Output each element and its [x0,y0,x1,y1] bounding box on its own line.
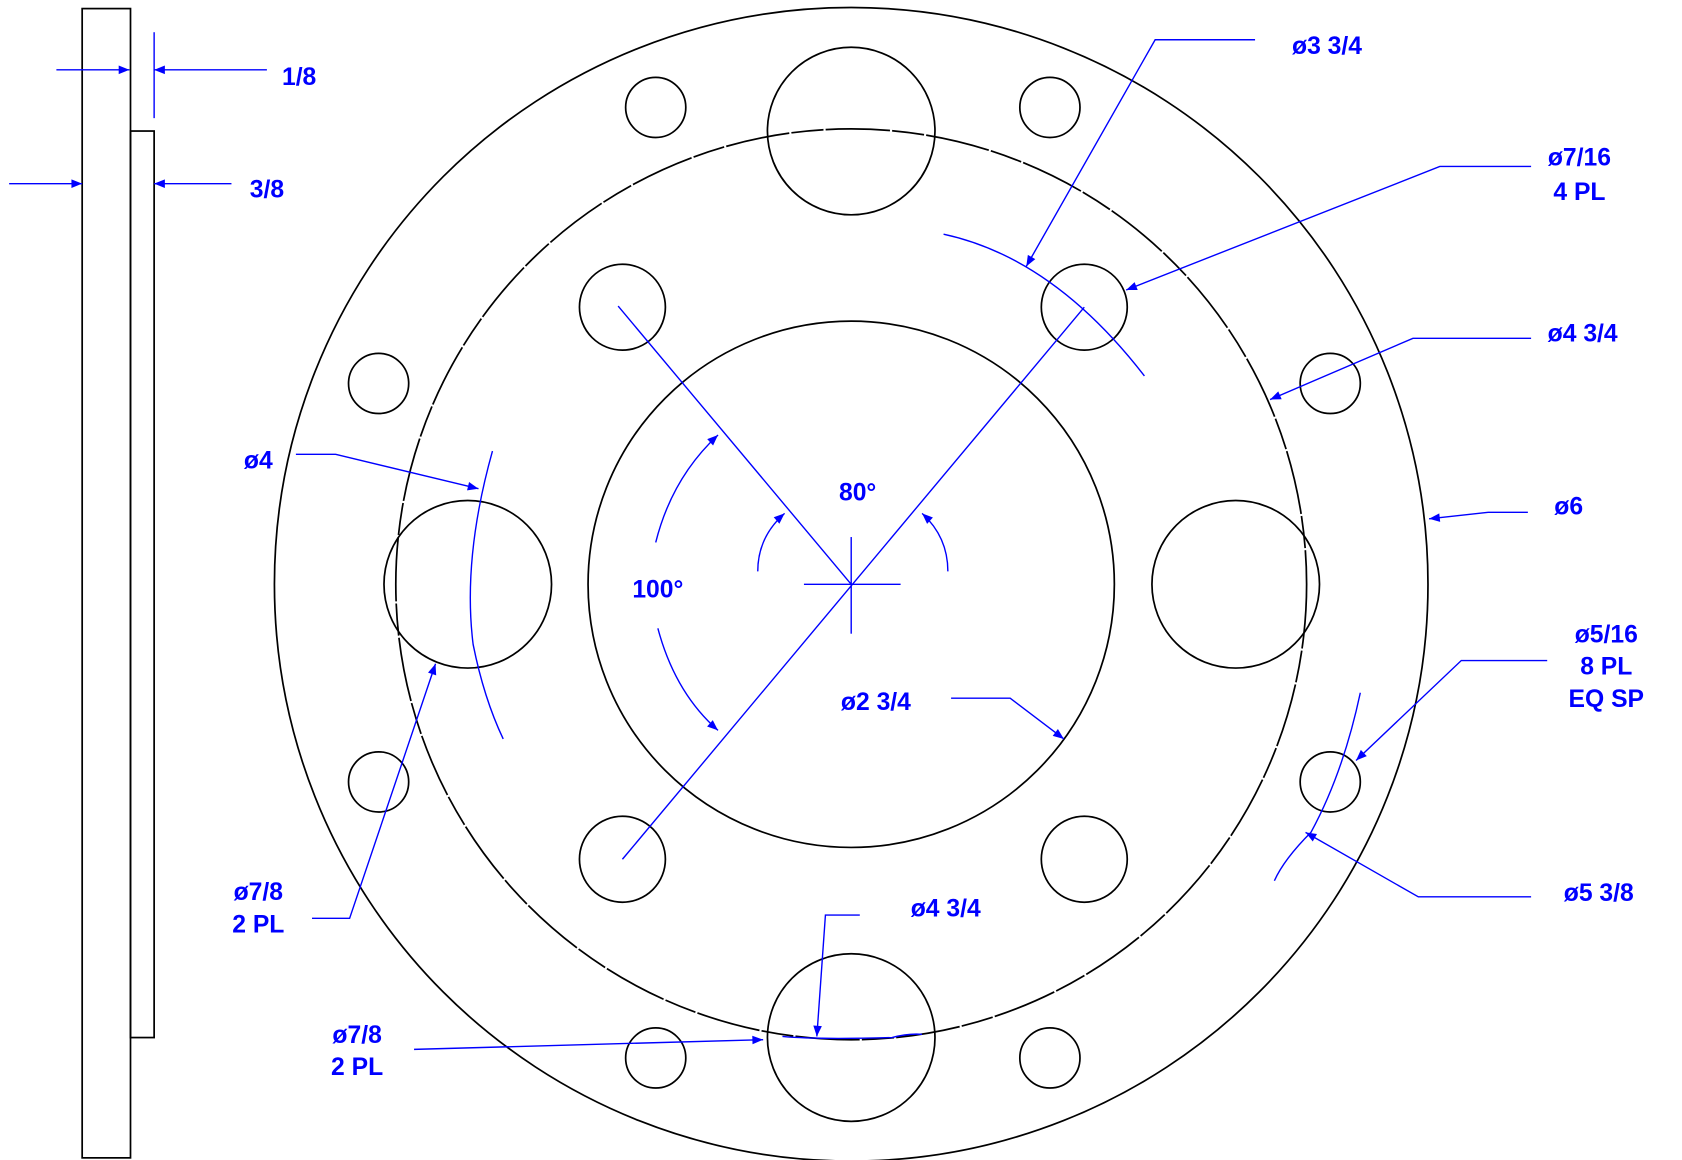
dimension-label: ø4 3/4 [911,895,981,922]
dimension-label: ø7/8 [234,879,283,906]
dimension-label: ø7/8 [332,1022,381,1049]
front-view [273,6,1429,1160]
labels: 1/8 3/8 ø3 3/4 ø7/16 4 PL ø4 3/4 ø6 ø5/1… [232,33,1644,1081]
dimension-label: 4 PL [1553,179,1605,206]
angle-label: 100° [632,576,683,603]
dimension-label: 8 PL [1580,654,1632,681]
dimension-label: EQ SP [1569,686,1644,713]
dimension-label: ø7/16 [1548,144,1611,171]
dimension-label: 2 PL [232,911,284,938]
dimension-label: 3/8 [250,177,284,204]
dimension-lines [9,32,1548,1051]
dimension-label: ø4 [244,447,273,474]
dimension-label: 2 PL [331,1054,383,1081]
dimension-label: 1/8 [282,64,316,91]
dimension-label: ø3 3/4 [1292,33,1362,60]
dimension-label: ø2 3/4 [841,689,911,716]
dimension-label: ø5/16 [1575,621,1638,648]
dimension-label: ø6 [1554,494,1583,521]
side-view [81,7,155,1159]
dimension-label: ø5 3/8 [1564,880,1634,907]
angle-label: 80° [839,480,876,507]
dimension-label: ø4 3/4 [1548,321,1618,348]
